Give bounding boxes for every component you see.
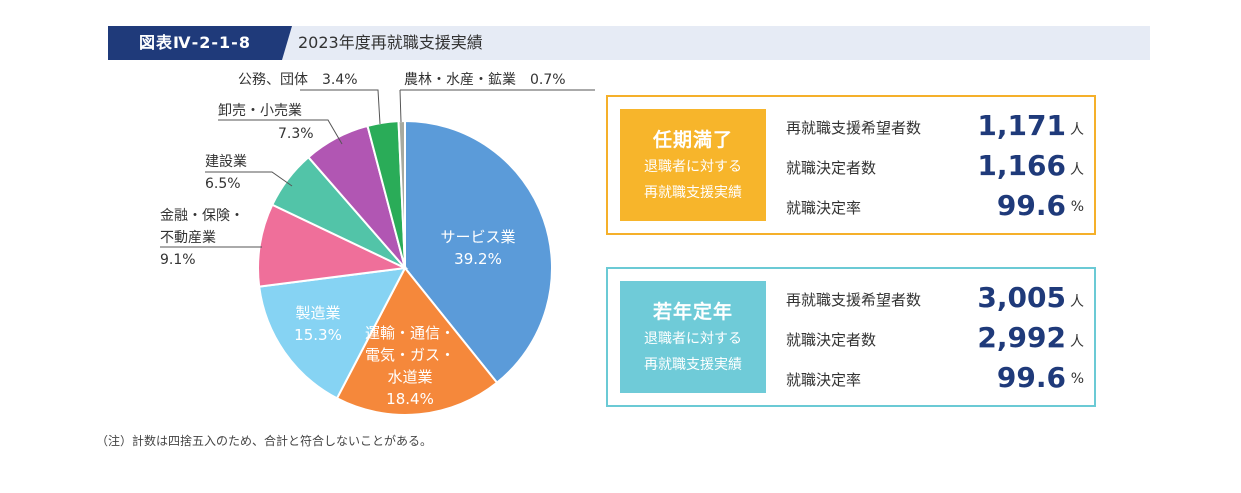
label-wholesale-name: 卸売・小売業 xyxy=(218,103,302,119)
early-retirement-badge-sub1: 退職者に対する xyxy=(644,331,742,347)
label-finance-line2: 不動産業 xyxy=(160,230,216,246)
pie-slice-7 xyxy=(397,119,406,269)
label-manufacturing-value: 15.3% xyxy=(294,326,342,344)
label-transport-line2: 電気・ガス・ xyxy=(365,346,455,364)
label-service-name: サービス業 xyxy=(440,228,515,246)
stat-unit: 人 xyxy=(1070,334,1084,350)
pie-slice-0 xyxy=(404,119,553,385)
leader-line-wholesale xyxy=(218,119,343,145)
pie-slice-1 xyxy=(335,266,499,416)
label-public: 公務、団体 3.4% xyxy=(238,72,358,88)
stat-value: 1,171 xyxy=(977,109,1066,142)
stat-unit: 人 xyxy=(1070,122,1084,138)
pie-slice-3 xyxy=(256,203,409,288)
label-wholesale-value: 7.3% xyxy=(278,126,314,142)
label-finance-value: 9.1% xyxy=(160,252,196,268)
figure-number: 図表Ⅳ-2-1-8 xyxy=(108,26,292,60)
stat-label: 就職決定率 xyxy=(786,371,862,389)
stat-row-applicants: 再就職支援希望者数 3,005 人 xyxy=(786,279,1086,319)
stat-row-employed: 就職決定者数 1,166 人 xyxy=(786,147,1086,187)
figure-title: 2023年度再就職支援実績 xyxy=(298,33,483,52)
early-retirement-badge: 若年定年 退職者に対する 再就職支援実績 xyxy=(620,281,766,393)
label-transport-line1: 運輸・通信・ xyxy=(365,324,455,342)
label-manufacturing-name: 製造業 xyxy=(295,304,340,322)
label-construction-value: 6.5% xyxy=(205,176,241,192)
early-retirement-box: 若年定年 退職者に対する 再就職支援実績 再就職支援希望者数 3,005 人 就… xyxy=(606,267,1096,407)
label-transport-value: 18.4% xyxy=(386,390,434,408)
leader-line-construction xyxy=(205,171,293,187)
early-retirement-badge-sub2: 再就職支援実績 xyxy=(644,357,742,373)
stat-value: 99.6 xyxy=(996,189,1066,222)
label-finance-line1: 金融・保険・ xyxy=(160,208,244,224)
label-agri: 農林・水産・鉱業 0.7% xyxy=(404,71,566,88)
pie-slice-2 xyxy=(258,266,407,400)
stat-value: 3,005 xyxy=(977,281,1066,314)
stat-row-rate: 就職決定率 99.6 % xyxy=(786,359,1086,399)
stat-label: 就職決定者数 xyxy=(786,331,877,349)
stat-label: 就職決定者数 xyxy=(786,159,877,177)
early-retirement-badge-title: 若年定年 xyxy=(652,301,733,323)
stat-row-applicants: 再就職支援希望者数 1,171 人 xyxy=(786,107,1086,147)
label-transport-line3: 水道業 xyxy=(387,368,432,386)
stat-value: 99.6 xyxy=(996,361,1066,394)
label-service-value: 39.2% xyxy=(454,250,502,268)
stat-unit: % xyxy=(1070,371,1084,387)
leader-line-agri-drop xyxy=(399,89,402,123)
retirement-badge: 任期満了 退職者に対する 再就職支援実績 xyxy=(620,109,766,221)
stat-row-employed: 就職決定者数 2,992 人 xyxy=(786,319,1086,359)
stat-row-rate: 就職決定率 99.6 % xyxy=(786,187,1086,227)
leader-line-public xyxy=(300,89,381,125)
retirement-badge-title: 任期満了 xyxy=(652,129,733,151)
retirement-box: 任期満了 退職者に対する 再就職支援実績 再就職支援希望者数 1,171 人 就… xyxy=(606,95,1096,235)
label-construction-name: 建設業 xyxy=(205,154,247,170)
stat-value: 1,166 xyxy=(977,149,1066,182)
stat-unit: % xyxy=(1070,199,1084,215)
retirement-badge-sub1: 退職者に対する xyxy=(644,159,742,175)
stat-value: 2,992 xyxy=(977,321,1066,354)
stat-unit: 人 xyxy=(1070,294,1084,310)
stat-label: 就職決定率 xyxy=(786,199,862,217)
footnote: （注）計数は四捨五入のため、合計と符合しないことがある。 xyxy=(96,434,433,448)
retirement-badge-sub2: 再就職支援実績 xyxy=(644,185,742,201)
stat-unit: 人 xyxy=(1070,162,1084,178)
stat-label: 再就職支援希望者数 xyxy=(786,119,922,137)
stat-label: 再就職支援希望者数 xyxy=(786,291,922,309)
